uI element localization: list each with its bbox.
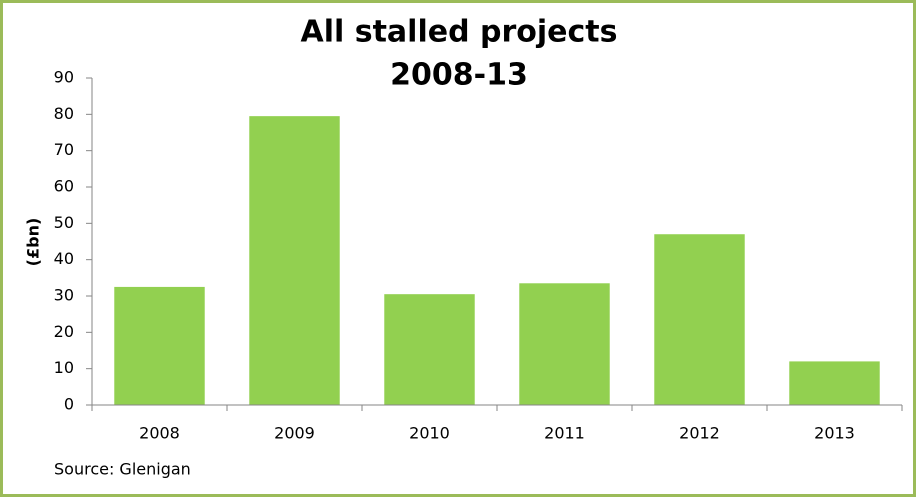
y-tick-label: 70	[54, 140, 74, 159]
bar	[249, 116, 340, 406]
y-tick-label: 40	[54, 249, 74, 268]
y-tick-label: 80	[54, 104, 74, 123]
source-note: Source: Glenigan	[54, 460, 191, 479]
chart-title: 2008-13	[390, 58, 528, 93]
y-tick-label: 90	[54, 68, 74, 87]
y-axis-label: (£bn)	[24, 218, 43, 267]
y-tick-label: 60	[54, 177, 74, 196]
bar	[384, 294, 475, 405]
bar	[789, 361, 880, 405]
x-tick-label: 2011	[544, 424, 585, 443]
y-tick-label: 0	[64, 395, 74, 414]
x-tick-label: 2012	[679, 424, 720, 443]
y-tick-label: 20	[54, 322, 74, 341]
y-tick-label: 10	[54, 358, 74, 377]
y-tick-label: 30	[54, 286, 74, 305]
y-tick-label: 50	[54, 213, 74, 232]
bar	[519, 283, 610, 405]
x-tick-label: 2010	[409, 424, 450, 443]
x-tick-label: 2009	[274, 424, 315, 443]
x-tick-label: 2008	[139, 424, 180, 443]
bar	[654, 234, 745, 405]
chart-title: All stalled projects	[301, 15, 618, 50]
x-tick-label: 2013	[814, 424, 855, 443]
bar	[114, 286, 205, 405]
